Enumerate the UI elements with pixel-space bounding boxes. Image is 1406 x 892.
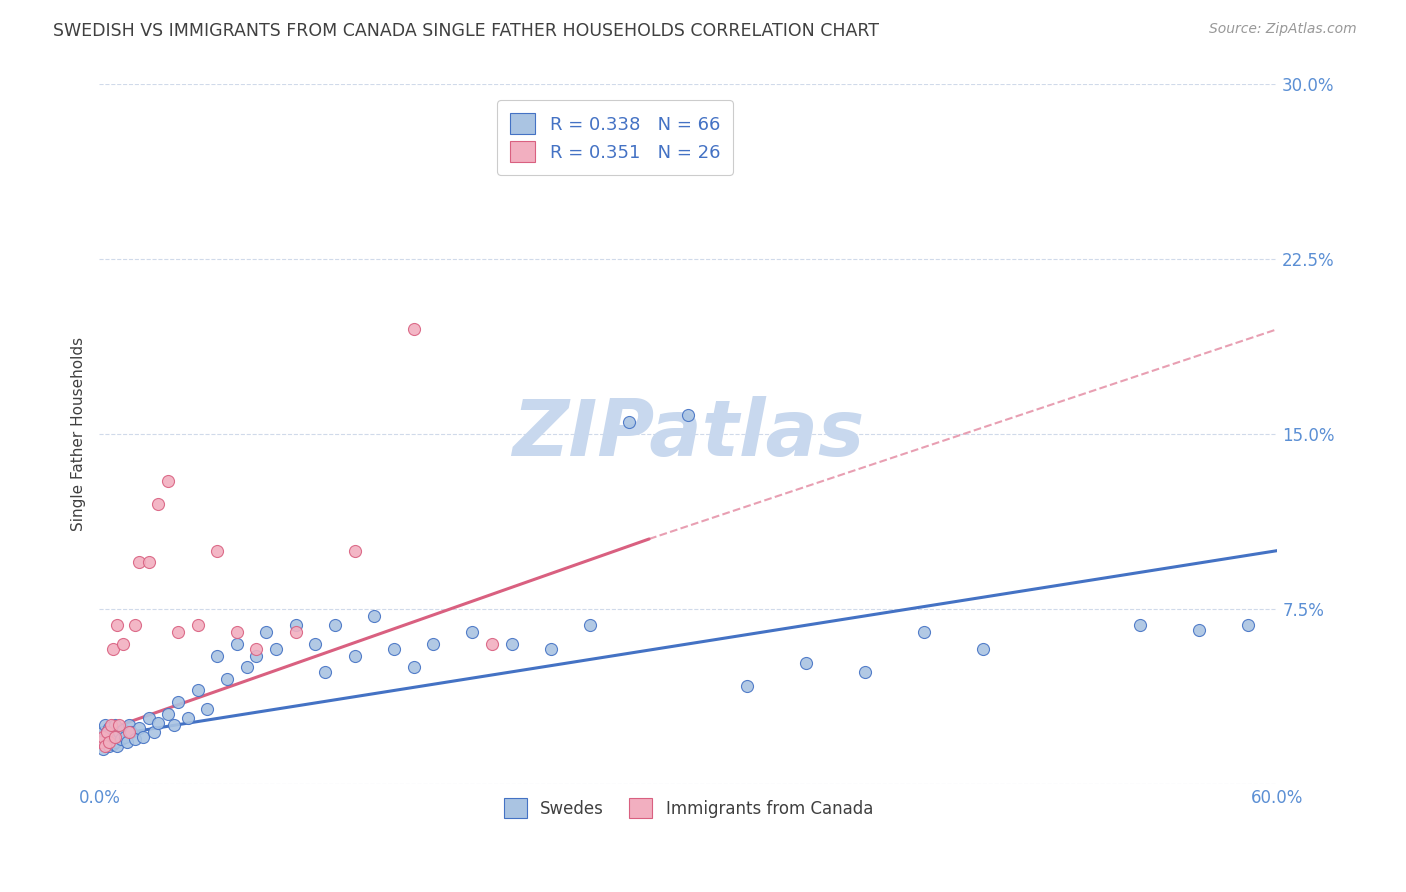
Point <box>540 641 562 656</box>
Point <box>163 718 186 732</box>
Point <box>114 730 136 744</box>
Point <box>98 739 121 754</box>
Point <box>343 648 366 663</box>
Point <box>735 679 758 693</box>
Point <box>138 555 160 569</box>
Point <box>124 618 146 632</box>
Text: Source: ZipAtlas.com: Source: ZipAtlas.com <box>1209 22 1357 37</box>
Point <box>100 725 122 739</box>
Point <box>104 730 127 744</box>
Point <box>96 735 118 749</box>
Point <box>1237 618 1260 632</box>
Point <box>111 723 134 738</box>
Point <box>118 718 141 732</box>
Point <box>343 543 366 558</box>
Point <box>98 721 121 735</box>
Point <box>167 695 190 709</box>
Point <box>678 409 700 423</box>
Point <box>96 725 118 739</box>
Point <box>105 730 128 744</box>
Point <box>794 656 817 670</box>
Point <box>90 735 112 749</box>
Point <box>284 618 307 632</box>
Point <box>402 322 425 336</box>
Point <box>245 648 267 663</box>
Point <box>110 732 132 747</box>
Point <box>972 641 994 656</box>
Point <box>157 706 180 721</box>
Point <box>101 737 124 751</box>
Point <box>197 702 219 716</box>
Point <box>422 637 444 651</box>
Point <box>118 725 141 739</box>
Legend: Swedes, Immigrants from Canada: Swedes, Immigrants from Canada <box>496 792 880 824</box>
Point <box>167 625 190 640</box>
Point <box>853 665 876 679</box>
Point <box>205 648 228 663</box>
Point <box>235 660 257 674</box>
Point <box>1129 618 1152 632</box>
Point <box>619 416 641 430</box>
Point <box>94 718 117 732</box>
Point <box>105 618 128 632</box>
Point <box>101 730 124 744</box>
Point <box>93 741 115 756</box>
Point <box>579 618 602 632</box>
Point <box>187 683 209 698</box>
Point <box>402 660 425 674</box>
Point <box>101 641 124 656</box>
Point <box>98 735 121 749</box>
Point <box>104 718 127 732</box>
Point <box>148 716 170 731</box>
Point <box>382 641 405 656</box>
Y-axis label: Single Father Households: Single Father Households <box>72 337 86 531</box>
Point <box>187 618 209 632</box>
Point <box>215 672 238 686</box>
Point <box>94 730 117 744</box>
Point <box>138 711 160 725</box>
Point <box>128 555 150 569</box>
Point <box>304 637 326 651</box>
Point <box>96 725 118 739</box>
Point <box>284 625 307 640</box>
Point <box>363 608 385 623</box>
Point <box>115 735 138 749</box>
Point <box>100 718 122 732</box>
Point <box>225 637 247 651</box>
Point <box>94 739 117 754</box>
Point <box>90 735 112 749</box>
Point <box>225 625 247 640</box>
Point <box>461 625 484 640</box>
Point <box>205 543 228 558</box>
Point <box>108 718 131 732</box>
Text: ZIPatlas: ZIPatlas <box>512 396 865 472</box>
Point <box>131 730 153 744</box>
Point <box>108 725 131 739</box>
Point <box>264 641 287 656</box>
Point <box>124 732 146 747</box>
Point <box>111 637 134 651</box>
Point <box>254 625 277 640</box>
Point <box>120 725 142 739</box>
Point <box>105 739 128 754</box>
Point <box>245 641 267 656</box>
Point <box>177 711 200 725</box>
Point <box>100 732 122 747</box>
Point <box>148 497 170 511</box>
Point <box>93 725 115 739</box>
Point <box>481 637 503 651</box>
Point <box>93 730 115 744</box>
Point <box>104 735 127 749</box>
Point <box>501 637 523 651</box>
Point <box>143 725 166 739</box>
Text: SWEDISH VS IMMIGRANTS FROM CANADA SINGLE FATHER HOUSEHOLDS CORRELATION CHART: SWEDISH VS IMMIGRANTS FROM CANADA SINGLE… <box>53 22 879 40</box>
Point <box>128 721 150 735</box>
Point <box>314 665 336 679</box>
Point <box>1188 623 1211 637</box>
Point <box>157 474 180 488</box>
Point <box>912 625 935 640</box>
Point <box>323 618 346 632</box>
